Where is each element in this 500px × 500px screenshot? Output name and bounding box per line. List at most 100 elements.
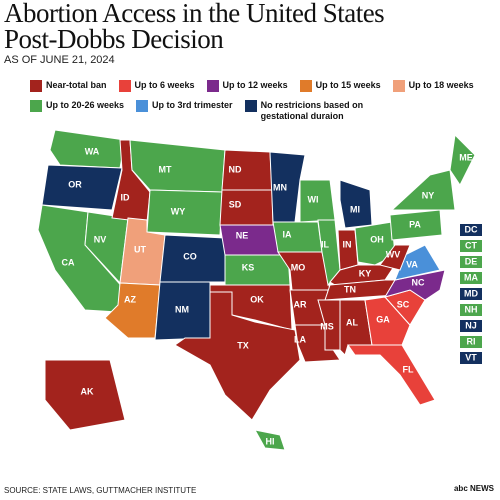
state-box	[460, 288, 482, 300]
state-label: HI	[266, 436, 275, 446]
legend-label: Up to 18 weeks	[408, 80, 474, 90]
legend-label: Up to 12 weeks	[222, 80, 288, 90]
state-label: VA	[406, 259, 418, 269]
state-box	[460, 240, 482, 252]
state	[272, 221, 323, 253]
state-label: MO	[291, 262, 306, 272]
state-label: GA	[376, 314, 390, 324]
state-label: NE	[236, 230, 249, 240]
state-label: NY	[422, 190, 435, 200]
state-box	[460, 272, 482, 284]
state-label: MS	[320, 321, 334, 331]
state-label: ID	[121, 192, 131, 202]
legend-label: Up to 20-26 weeks	[46, 100, 125, 110]
state-label: NV	[94, 234, 107, 244]
state-label: SC	[397, 299, 410, 309]
state-label: LA	[294, 334, 306, 344]
state-box	[460, 224, 482, 236]
legend-item: Up to 20-26 weeks	[30, 100, 124, 122]
legend-swatch	[30, 80, 42, 92]
state-box	[460, 320, 482, 332]
state-label: FL	[403, 364, 414, 374]
state-label: KY	[359, 268, 372, 278]
state-label: WY	[171, 206, 186, 216]
state	[364, 296, 411, 346]
legend-label: Near-total ban	[46, 80, 107, 90]
state-label: NJ	[465, 320, 477, 330]
legend-item: No restricions based on gestational dura…	[244, 100, 386, 122]
state-label: OK	[250, 294, 264, 304]
state-label: AR	[294, 299, 307, 309]
state-box	[460, 304, 482, 316]
state-label: CT	[465, 240, 477, 250]
state-label: SD	[229, 199, 242, 209]
legend-swatch	[244, 100, 257, 112]
state-label: MN	[273, 182, 287, 192]
state	[317, 299, 341, 351]
legend-label: No restricions based on gestational dura…	[260, 100, 364, 121]
source: SOURCE: STATE LAWS, GUTTMACHER INSTITUTE	[4, 486, 197, 495]
state-label: MD	[464, 288, 478, 298]
state	[269, 151, 306, 223]
state-label: AZ	[124, 294, 136, 304]
state-label: WI	[308, 194, 319, 204]
state-label: ND	[229, 164, 242, 174]
state-label: AK	[81, 386, 94, 396]
state	[449, 133, 476, 186]
state-label: MT	[159, 164, 172, 174]
state	[146, 189, 223, 236]
state-label: IA	[283, 229, 293, 239]
state-label: WA	[85, 146, 100, 156]
state-label: MI	[350, 204, 360, 214]
state-label: UT	[134, 244, 146, 254]
state-label: NC	[412, 277, 425, 287]
state-label: IL	[321, 239, 330, 249]
state-label: CO	[183, 251, 197, 261]
state	[339, 179, 373, 229]
legend-swatch	[136, 100, 149, 112]
date: AS OF JUNE 21, 2024	[4, 54, 115, 66]
state-label: MA	[464, 272, 478, 282]
state	[337, 229, 359, 271]
legend-item: Up to 12 weeks	[206, 80, 288, 92]
state	[379, 244, 411, 271]
state-label: AL	[346, 317, 358, 327]
legend-swatch	[206, 80, 219, 92]
state-label: DC	[465, 224, 478, 234]
legend-item: Near-total ban	[30, 80, 107, 92]
state	[224, 254, 291, 286]
legend-item: Up to 6 weeks	[118, 80, 195, 92]
state	[389, 209, 443, 241]
state-label: CA	[62, 257, 75, 267]
state-label: ME	[459, 152, 473, 162]
state-label: OH	[370, 234, 384, 244]
state	[41, 164, 123, 211]
legend-label: Up to 15 weeks	[315, 80, 381, 90]
state-label: TN	[344, 284, 356, 294]
state	[174, 291, 301, 421]
title: Abortion Access in the United States Pos…	[4, 0, 385, 54]
state-box	[460, 336, 482, 348]
state-label: NH	[465, 304, 478, 314]
state-label: DE	[465, 256, 478, 266]
state-label: NM	[175, 304, 189, 314]
state	[390, 169, 456, 211]
legend-item: Up to 18 weeks	[392, 80, 474, 92]
state-label: IN	[343, 239, 352, 249]
legend-swatch	[299, 80, 312, 92]
legend-item: Up to 15 weeks	[299, 80, 381, 92]
state-label: PA	[409, 219, 421, 229]
legend: Near-total ban Up to 6 weeks Up to 12 week…	[30, 80, 480, 122]
state-label: RI	[467, 336, 476, 346]
state-label: WV	[386, 249, 401, 259]
state-label: TX	[237, 340, 249, 350]
state-box	[460, 256, 482, 268]
legend-label: Up to 3rd trimester	[152, 100, 233, 110]
logo: abc NEWS	[453, 484, 494, 493]
legend-swatch	[392, 80, 405, 92]
legend-swatch	[118, 80, 131, 92]
state	[44, 359, 126, 431]
state	[254, 429, 286, 451]
